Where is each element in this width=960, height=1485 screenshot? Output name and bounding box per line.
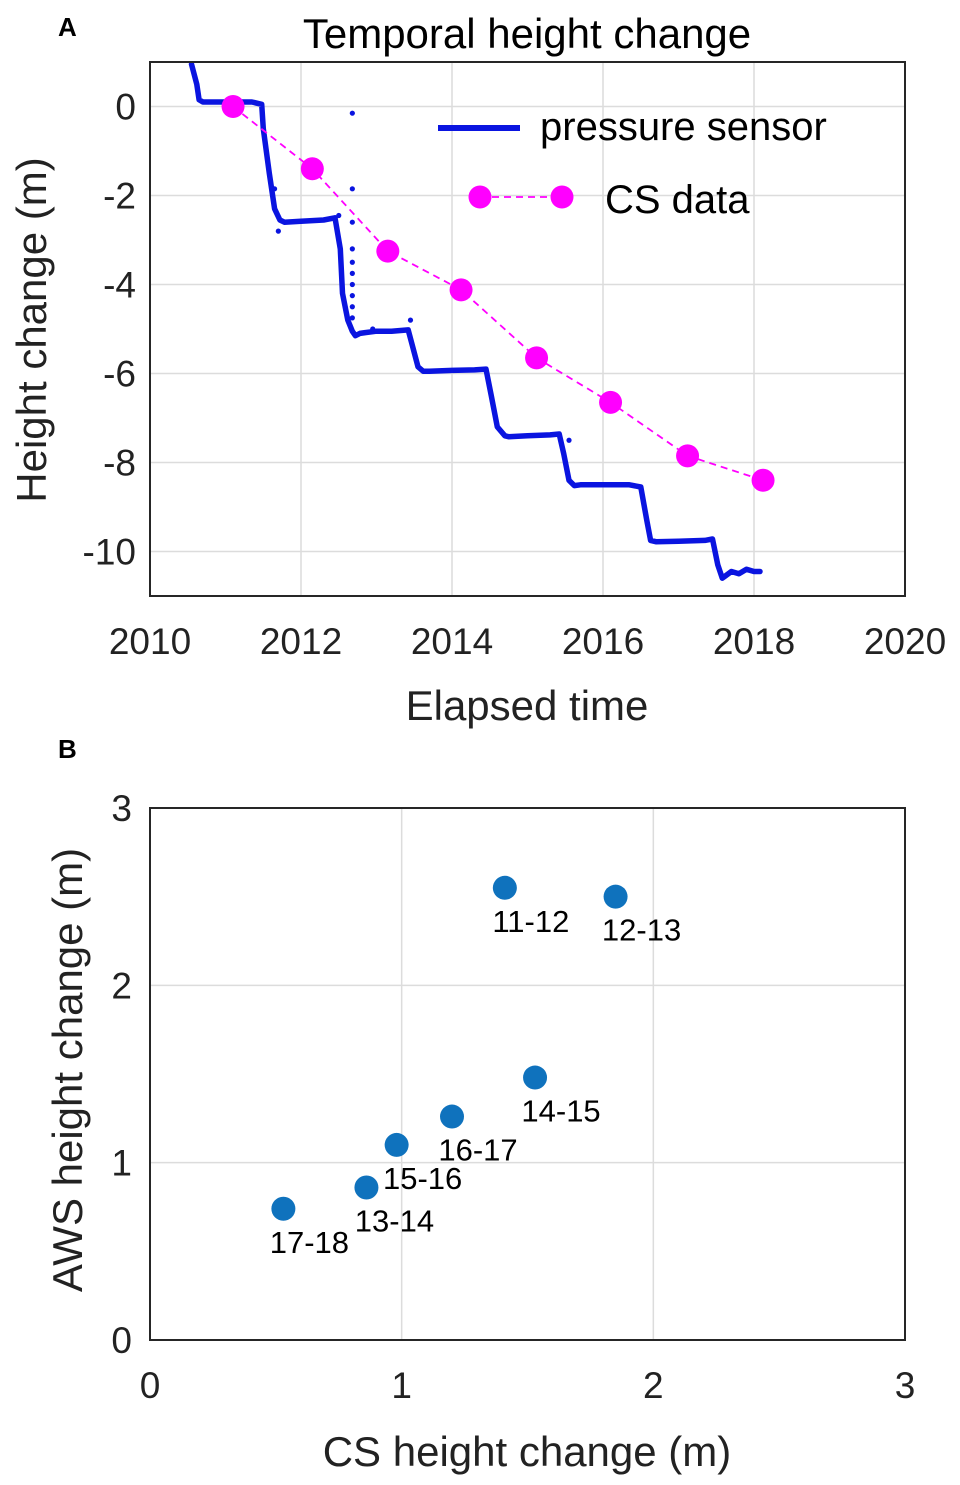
panel-b-letter: B: [58, 734, 77, 764]
b-xtick-label: 0: [140, 1365, 161, 1406]
b-xtick-label: 3: [895, 1365, 916, 1406]
cs-data-point: [599, 390, 623, 414]
scatter-point-label: 17-18: [270, 1225, 349, 1260]
a-ytick-label: 0: [115, 87, 136, 128]
b-ytick-label: 3: [111, 788, 132, 829]
scatter-point: [523, 1065, 548, 1090]
a-xtick-label: 2018: [713, 621, 795, 662]
pressure-sensor-point: [336, 212, 342, 219]
a-axes-frame: [149, 61, 906, 597]
pressure-sensor-point: [349, 270, 355, 276]
pressure-sensor-point: [407, 317, 414, 323]
panel-a-plot: 2010 2012 2014 2016 2018 2020 0 -2 -4 -6 -8 -10 pres…: [83, 61, 946, 662]
pressure-sensor-point: [349, 259, 355, 265]
cs-data-point: [449, 278, 473, 302]
a-ytick-label: -2: [103, 176, 136, 217]
b-axes-frame: [149, 807, 906, 1341]
pressure-sensor-point: [349, 315, 355, 321]
cs-data-point: [300, 157, 324, 181]
scatter-point: [603, 884, 628, 909]
panel-a-xlabel: Elapsed time: [406, 682, 649, 729]
pressure-sensor-point: [349, 246, 355, 252]
pressure-sensor-point: [349, 110, 355, 116]
a-xtick-label: 2016: [562, 621, 644, 662]
a-xtick-label: 2014: [411, 621, 493, 662]
legend-pressure-sensor-label: pressure sensor: [540, 105, 827, 149]
pressure-sensor-point: [349, 186, 355, 192]
b-xtick-label: 2: [643, 1365, 664, 1406]
scatter-point-label: 13-14: [355, 1203, 434, 1238]
cs-data-point: [525, 346, 549, 370]
cs-data-point: [676, 444, 700, 468]
scatter-point: [271, 1196, 296, 1221]
a-xtick-label: 2020: [864, 621, 946, 662]
pressure-sensor-line: [188, 61, 763, 581]
a-ytick-label: -10: [83, 532, 136, 573]
panel-a-title: Temporal height change: [303, 10, 751, 57]
a-ytick-label: -4: [103, 265, 136, 306]
pressure-sensor-point: [349, 219, 355, 225]
panel-b-xlabel: CS height change (m): [323, 1428, 732, 1475]
pressure-sensor-point: [275, 228, 281, 234]
legend-cs-data-marker: [550, 185, 574, 209]
legend-cs-data-label: CS data: [605, 178, 750, 222]
pressure-sensor-point: [370, 326, 376, 332]
scatter-point: [354, 1175, 379, 1200]
b-ytick-label: 0: [111, 1320, 132, 1361]
pressure-sensor-point: [349, 293, 355, 299]
panel-a-ylabel: Height change (m): [8, 157, 55, 503]
scatter-point-label: 15-16: [383, 1161, 462, 1196]
scatter-point-label: 11-12: [492, 904, 569, 939]
scatter-point-label: 12-13: [602, 913, 681, 948]
scatter-point-label: 16-17: [438, 1133, 517, 1168]
b-xtick-label: 1: [391, 1365, 412, 1406]
cs-data-point: [751, 468, 775, 492]
scatter-point: [492, 875, 517, 900]
pressure-sensor-point: [349, 281, 355, 288]
scatter-point: [440, 1104, 464, 1129]
b-ytick-label: 2: [111, 965, 132, 1006]
pressure-sensor-point: [349, 304, 355, 310]
panel-a-letter: A: [58, 12, 77, 42]
a-xtick-label: 2010: [109, 621, 191, 662]
scatter-point: [384, 1132, 409, 1157]
a-ytick-label: -8: [103, 443, 136, 484]
cs-data-point: [376, 239, 400, 263]
legend-cs-data-marker: [468, 185, 492, 209]
pressure-sensor-point: [566, 437, 572, 443]
a-xtick-label: 2012: [260, 621, 342, 662]
panel-b-ylabel: AWS height change (m): [44, 848, 91, 1292]
scatter-point-label: 14-15: [521, 1094, 600, 1129]
pressure-sensor-point: [271, 186, 278, 192]
cs-data-point: [221, 95, 245, 118]
b-ytick-label: 1: [111, 1143, 132, 1184]
a-ytick-label: -6: [103, 354, 136, 395]
